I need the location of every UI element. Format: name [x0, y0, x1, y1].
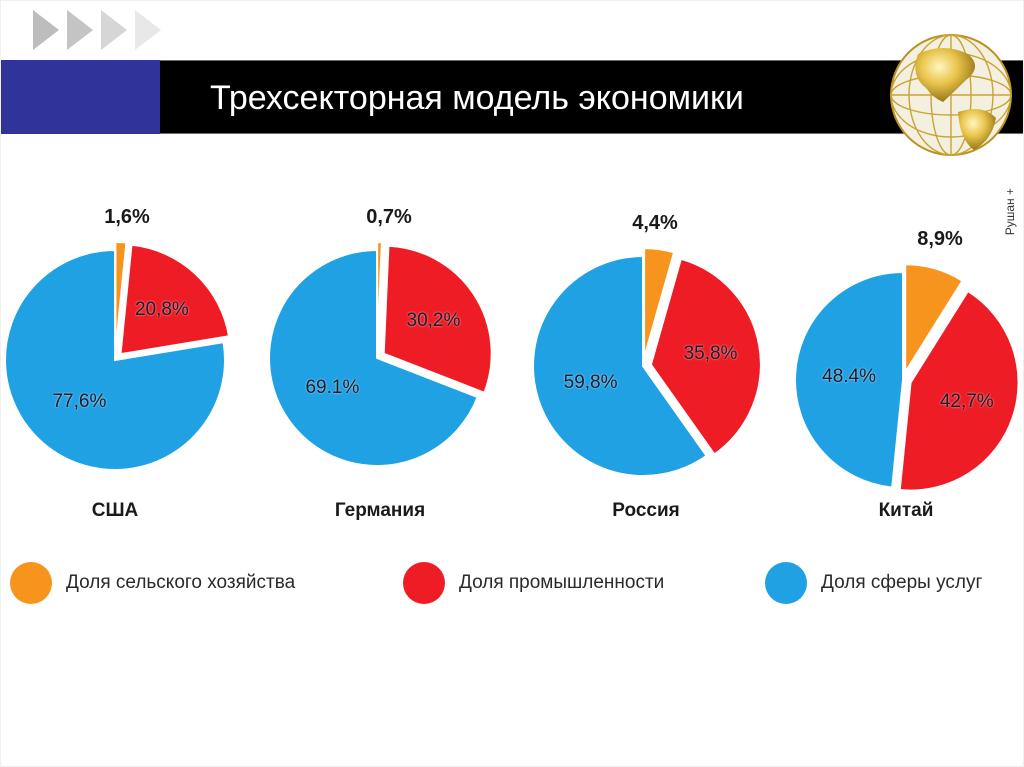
- pie-russia: [532, 247, 762, 477]
- services-share-label: 69.1%: [305, 377, 360, 399]
- pie-slice-agriculture: [904, 263, 964, 376]
- agriculture-share-label: 4,4%: [632, 212, 678, 234]
- industry-share-label: 35,8%: [683, 343, 738, 365]
- pie-slice-agriculture: [114, 241, 128, 353]
- services-share-label: 77,6%: [52, 390, 107, 412]
- legend-item-industry: Доля промышленности: [403, 562, 664, 604]
- legend-label: Доля сельского хозяйства: [66, 572, 296, 593]
- country-label-germany: Германия: [334, 500, 426, 521]
- title-bar: Трехсекторная модель экономики: [160, 60, 1024, 134]
- pie-slice-industry: [119, 243, 231, 356]
- slide-nav-arrows: [33, 10, 161, 50]
- industry-share-label: 30,2%: [406, 310, 461, 332]
- golden-globe-icon: [888, 32, 1014, 158]
- arrow-right-icon: [101, 10, 127, 50]
- country-label-china: Китай: [878, 500, 934, 521]
- country-label-russia: Россия: [612, 500, 680, 521]
- pie-slice-services: [532, 254, 708, 477]
- pie-slice-industry: [382, 244, 493, 395]
- pie-germany: [268, 241, 493, 467]
- industry-share-label: 42,7%: [939, 390, 994, 412]
- legend-item-agriculture: Доля сельского хозяйства: [10, 562, 295, 604]
- agriculture-share-label: 8,9%: [917, 228, 963, 250]
- pie-slice-services: [4, 248, 226, 471]
- country-label-usa: США: [91, 500, 139, 521]
- services-share-label: 59,8%: [563, 371, 618, 393]
- agriculture-share-label: 1,6%: [104, 206, 150, 228]
- legend-label: Доля сферы услуг: [821, 572, 983, 593]
- pie-charts: [4, 241, 1020, 492]
- arrow-right-icon: [67, 10, 93, 50]
- agriculture-share-label: 0,7%: [366, 206, 412, 228]
- arrow-right-icon: [33, 10, 59, 50]
- pie-usa: [4, 241, 231, 471]
- legend-item-services: Доля сферы услуг: [765, 562, 982, 604]
- credit-text: Рушан +: [1003, 188, 1017, 236]
- arrow-right-icon: [135, 10, 161, 50]
- legend-label: Доля промышленности: [459, 572, 665, 593]
- legend-dot-icon: [765, 562, 807, 604]
- pie-slice-agriculture: [643, 247, 676, 359]
- legend: Доля сельского хозяйства Доля промышленн…: [0, 562, 1024, 604]
- page-title: Трехсекторная модель экономики: [210, 79, 744, 117]
- pie-slice-industry: [649, 257, 762, 456]
- header-accent-block: [0, 60, 160, 134]
- pie-slice-agriculture: [376, 241, 383, 351]
- pie-slice-services: [794, 270, 904, 489]
- services-share-label: 48.4%: [822, 366, 876, 388]
- legend-dot-icon: [10, 562, 52, 604]
- pie-china: [794, 263, 1020, 492]
- pie-charts-area: 1,6% 20,8% 77,6% США 0,7% 30,2% 69.1% Германия 4…: [0, 180, 1024, 620]
- pie-slice-industry: [898, 289, 1020, 492]
- industry-share-label: 20,8%: [134, 299, 189, 321]
- pie-slice-services: [268, 248, 479, 467]
- legend-dot-icon: [403, 562, 445, 604]
